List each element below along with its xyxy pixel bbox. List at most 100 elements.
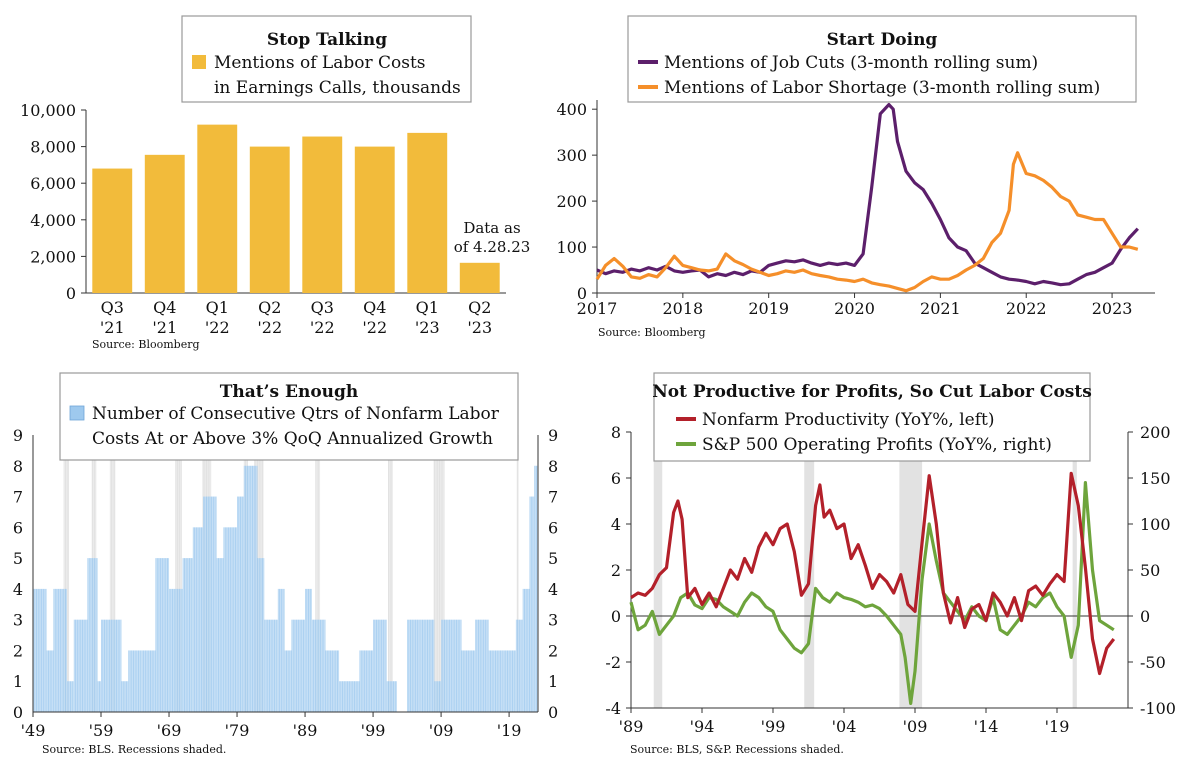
legend-box [653, 372, 1091, 462]
bar-segment [325, 650, 340, 712]
bar-segment [97, 681, 102, 712]
bar [144, 154, 185, 293]
legend-label: Mentions of Labor Costs [214, 53, 426, 73]
x-tick-label: '94 [690, 717, 715, 736]
recession-band [1072, 432, 1077, 708]
y-tick-label: 6,000 [30, 174, 76, 193]
y-tick-label-right: 0 [1140, 607, 1150, 626]
x-tick-label: Q2 [468, 298, 491, 317]
y-tick-label: 200 [556, 192, 587, 211]
y-tick-label: 8 [13, 457, 23, 476]
bar-segment [223, 527, 238, 712]
y-tick-label-right: 2 [548, 641, 558, 660]
y-tick-label-right: 7 [548, 488, 558, 507]
series-job-cuts-line [596, 103, 1139, 287]
y-tick-label-right: 5 [548, 549, 558, 568]
bar-segment [169, 588, 183, 712]
legend-label: Costs At or Above 3% QoQ Annualized Grow… [92, 429, 493, 449]
bar-segment [373, 619, 387, 712]
bar-segment [441, 619, 462, 712]
y-tick-label-right: -50 [1140, 653, 1166, 672]
bar-segment [339, 681, 360, 712]
recession-band [653, 432, 663, 708]
bar-segment [53, 588, 68, 712]
y-tick-label: 2,000 [30, 247, 76, 266]
x-tick-label: '23 [415, 318, 440, 337]
bar [197, 124, 238, 293]
y-tick-label-left: 0 [611, 607, 621, 626]
bar-segment [182, 558, 193, 712]
x-tick-label: '14 [974, 717, 999, 736]
y-tick-label: 5 [13, 549, 23, 568]
y-tick-label: 4 [13, 580, 23, 599]
bar [459, 262, 500, 293]
bar-segment [46, 650, 54, 712]
legend-label: Nonfarm Productivity (YoY%, left) [702, 410, 995, 430]
recession-band [388, 435, 393, 712]
bar-segment [67, 681, 74, 712]
bar-segment [522, 588, 530, 712]
y-tick-label-right: 200 [1140, 423, 1171, 442]
bar-segment [264, 619, 278, 712]
y-tick-label-right: 50 [1140, 561, 1160, 580]
y-tick-label: 300 [556, 146, 587, 165]
y-tick-label: 400 [556, 100, 587, 119]
y-tick-label-right: 4 [548, 580, 558, 599]
x-tick-label: 2023 [1092, 299, 1133, 318]
y-tick-label-left: -2 [605, 653, 621, 672]
y-tick-label-right: 100 [1140, 515, 1171, 534]
y-tick-label-right: 8 [548, 457, 558, 476]
y-tick-label-left: 4 [611, 515, 621, 534]
y-tick-label-right: 0 [548, 703, 558, 722]
x-tick-label: '23 [467, 318, 492, 337]
y-tick-label: 1 [13, 672, 23, 691]
x-tick-label: '19 [1045, 717, 1070, 736]
legend-swatch [192, 55, 206, 69]
x-tick-label: '22 [310, 318, 335, 337]
recession-band [433, 435, 445, 712]
bar-segment [33, 588, 47, 712]
chart-title: Not Productive for Profits, So Cut Labor… [652, 382, 1092, 402]
x-tick-label: Q1 [416, 298, 439, 317]
bar-segment [128, 650, 142, 712]
y-tick-label: 0 [13, 703, 23, 722]
bar [249, 146, 290, 293]
bar-segment [284, 650, 292, 712]
bar [92, 168, 133, 293]
bar [407, 132, 448, 293]
recession-band [516, 435, 519, 712]
bar-segment [475, 619, 489, 712]
y-tick-label-right: -100 [1140, 699, 1176, 718]
x-tick-label: '09 [903, 717, 928, 736]
source-note: Source: Bloomberg [92, 338, 200, 351]
bar-segment [359, 650, 374, 712]
bar-segment [87, 558, 98, 712]
bar-segment [243, 465, 258, 712]
series-labor-shortage-line [595, 151, 1139, 293]
x-tick-label: Q2 [258, 298, 281, 317]
y-tick-label-right: 6 [548, 518, 558, 537]
y-tick-label: 3 [13, 611, 23, 630]
bar-segment [434, 681, 442, 712]
x-tick-label: Q4 [363, 298, 386, 317]
y-tick-label: 10,000 [20, 101, 76, 120]
bar-segment [502, 650, 516, 712]
bar-segment [257, 558, 265, 712]
bar-segment [305, 588, 312, 712]
x-tick-label: '19 [497, 721, 522, 740]
legend-label: S&P 500 Operating Profits (YoY%, right) [702, 435, 1052, 455]
bar-segment [237, 496, 244, 712]
bar-segment [311, 619, 326, 712]
bar-segment [101, 619, 122, 712]
x-tick-label: '22 [362, 318, 387, 337]
legend-label: Mentions of Labor Shortage (3-month roll… [664, 78, 1100, 98]
x-tick-label: '79 [225, 721, 250, 740]
bar-stripes [33, 435, 538, 712]
chart-not-productive: -4 -2 0 2 4 6 8 -100 -50 0 50 100 150 200 '89 '94 '99 '04… [605, 372, 1176, 756]
chart-thats-enough: 0 0 1 1 2 2 3 3 4 4 5 5 6 6 7 7 8 8 9 9 '49 '59 '69 '79 '89 '99 '0… [13, 372, 558, 756]
x-tick-label: Q3 [101, 298, 124, 317]
x-tick-label: '69 [157, 721, 182, 740]
legend-label: Number of Consecutive Qtrs of Nonfarm La… [92, 404, 500, 424]
y-tick-label-left: -4 [605, 699, 621, 718]
